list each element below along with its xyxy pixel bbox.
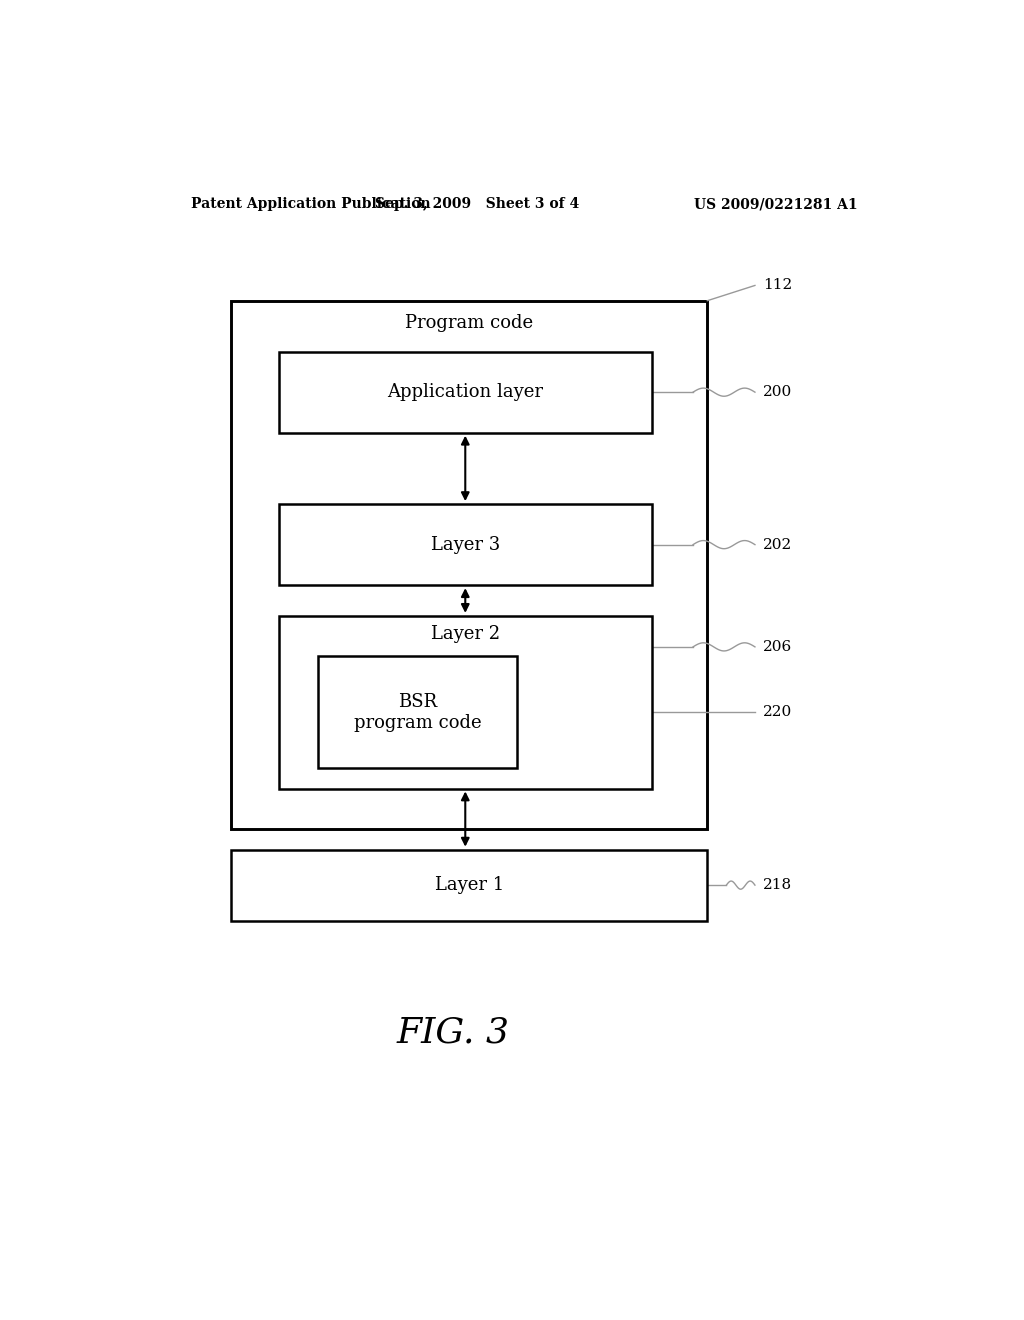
Bar [231, 850, 708, 921]
Text: Layer 2: Layer 2 [431, 626, 500, 643]
Text: Sep. 3, 2009   Sheet 3 of 4: Sep. 3, 2009 Sheet 3 of 4 [375, 197, 580, 211]
Bar [318, 656, 517, 768]
Text: FIG. 3: FIG. 3 [397, 1015, 510, 1049]
Text: 220: 220 [763, 705, 793, 719]
Text: US 2009/0221281 A1: US 2009/0221281 A1 [694, 197, 858, 211]
Text: 218: 218 [763, 878, 792, 892]
Bar [231, 301, 708, 829]
Text: 200: 200 [763, 385, 793, 399]
Text: Layer 1: Layer 1 [434, 876, 504, 894]
Text: Application layer: Application layer [387, 383, 544, 401]
Text: Layer 3: Layer 3 [431, 536, 500, 553]
Text: 202: 202 [763, 537, 793, 552]
Text: BSR
program code: BSR program code [354, 693, 481, 731]
Bar [279, 351, 651, 433]
Bar [279, 615, 651, 788]
Bar [279, 504, 651, 585]
Text: Program code: Program code [406, 314, 534, 333]
Text: Patent Application Publication: Patent Application Publication [191, 197, 431, 211]
Text: 206: 206 [763, 640, 793, 653]
Text: 112: 112 [763, 279, 793, 293]
